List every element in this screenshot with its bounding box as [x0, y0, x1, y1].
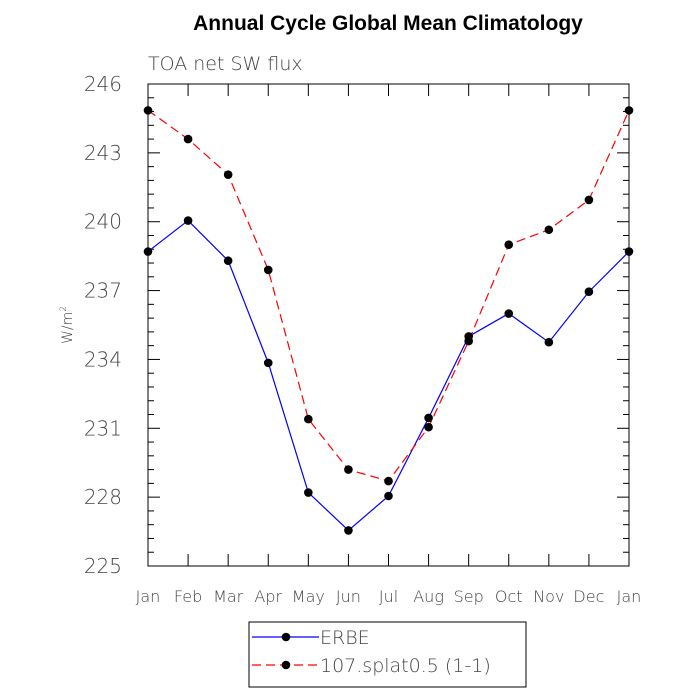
legend-box — [248, 621, 527, 688]
data-point — [424, 422, 433, 432]
data-point — [424, 413, 433, 423]
data-point — [143, 106, 153, 115]
x-tick-label: Aug — [413, 587, 444, 606]
data-point — [304, 488, 313, 497]
data-point — [384, 491, 393, 501]
x-tick-label: Feb — [174, 587, 202, 606]
legend-label: ERBE — [320, 627, 370, 649]
y-axis-label: W/m2 — [59, 306, 76, 344]
x-tick-label: Dec — [573, 587, 604, 606]
y-tick-label: 228 — [84, 485, 122, 509]
x-tick-label: Jan — [617, 587, 642, 606]
x-tick-label: Oct — [495, 587, 523, 606]
legend-items: ERBE 107.splat0.5 (1-1) — [252, 627, 491, 677]
data-point — [183, 216, 193, 225]
x-tick-label: Apr — [254, 587, 282, 606]
data-point — [544, 337, 554, 347]
legend: ERBE 107.splat0.5 (1-1) — [248, 621, 527, 688]
y-tick-label: 240 — [84, 210, 122, 234]
x-tick-label: Jan — [136, 587, 161, 606]
y-axis: 225 228 231 234 237 240 243 246 — [84, 72, 629, 578]
data-point — [304, 414, 313, 424]
y-tick-label: 231 — [84, 416, 122, 440]
data-point — [263, 265, 273, 275]
data-point — [223, 256, 233, 266]
y-tick-label: 246 — [84, 72, 122, 96]
data-point — [504, 309, 514, 318]
x-tick-label: Nov — [533, 587, 564, 606]
data-point — [384, 476, 393, 486]
data-point — [544, 225, 554, 235]
data-point — [143, 247, 153, 256]
x-tick-label: Jul — [379, 587, 398, 606]
legend-marker — [281, 660, 291, 670]
chart-title: Annual Cycle Global Mean Climatology — [193, 12, 583, 35]
y-tick-label: 225 — [84, 554, 122, 578]
data-point — [223, 170, 233, 179]
series-layer — [143, 106, 634, 535]
legend-label: 107.splat0.5 (1-1) — [320, 655, 491, 677]
x-tick-label: May — [292, 587, 325, 606]
data-point — [624, 106, 634, 115]
y-tick-label: 234 — [84, 347, 122, 371]
data-point — [263, 358, 273, 368]
y-axis-label-text: W/m — [60, 312, 76, 344]
data-point — [584, 195, 594, 205]
y-axis-label-superscript: 2 — [59, 306, 69, 312]
x-tick-label: Mar — [213, 587, 244, 606]
legend-marker — [281, 632, 291, 642]
x-axis: Jan Feb Mar Apr May Jun Jul Aug Sep Oct Nov Dec Jan — [136, 84, 642, 606]
data-point — [464, 336, 473, 346]
data-point — [344, 465, 353, 474]
series-line — [147, 109, 630, 482]
data-point — [344, 526, 353, 535]
x-tick-label: Sep — [454, 587, 484, 606]
y-tick-label: 237 — [84, 279, 122, 303]
data-point — [183, 134, 193, 144]
data-point — [584, 287, 594, 297]
y-tick-label: 243 — [84, 141, 122, 165]
x-tick-label: Jun — [336, 587, 361, 606]
chart-subtitle: TOA net SW flux — [148, 53, 303, 75]
data-point — [624, 247, 634, 256]
data-point — [504, 240, 514, 249]
